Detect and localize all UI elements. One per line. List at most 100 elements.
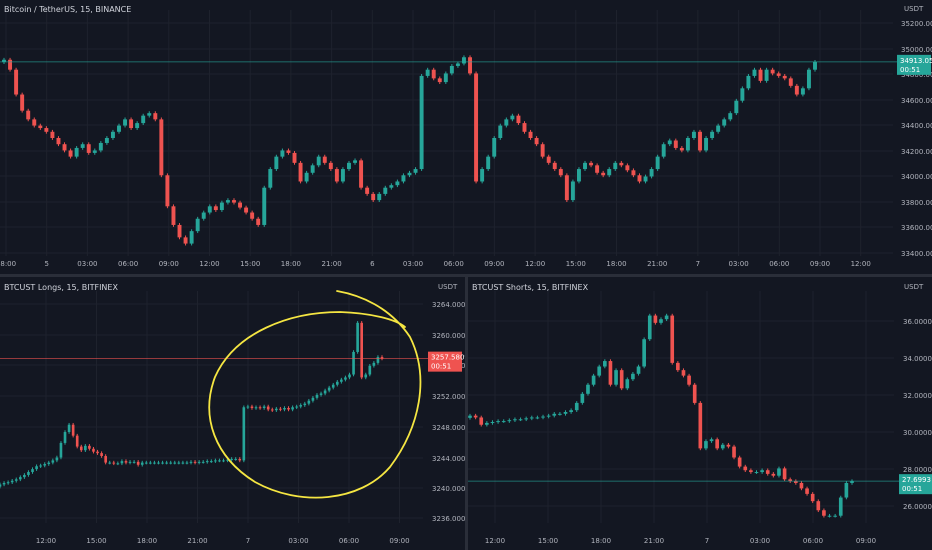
candle-body [449, 65, 454, 74]
candle-body [274, 156, 279, 170]
candle-body [498, 125, 503, 138]
candle-body [181, 462, 185, 464]
x-tick-label: 7 [705, 537, 709, 545]
candle-body [455, 63, 460, 66]
x-tick-label: 06:00 [339, 537, 359, 545]
x-tick-label: 09:00 [389, 537, 409, 545]
btcust-shorts-chart[interactable]: 36.0000 34.0000 32.0000 30.0000 28.0000 26.00… [468, 277, 932, 550]
candle-body [177, 462, 181, 464]
candle-body [165, 175, 170, 207]
candle-body [304, 172, 309, 182]
candle-body [250, 406, 254, 408]
candle-body [258, 407, 262, 409]
candle-body [331, 384, 335, 388]
candle-body [407, 172, 412, 176]
candle-body [468, 57, 472, 74]
candle-body [510, 115, 515, 120]
candle-body [74, 147, 79, 157]
candle-body [159, 119, 164, 176]
candle-body [704, 138, 709, 151]
x-tick-label: 03:00 [729, 260, 749, 268]
candle-body [14, 69, 19, 95]
candle-body [226, 459, 229, 461]
candle-body [225, 200, 230, 203]
candle-body [513, 419, 517, 421]
candle-body [552, 162, 557, 170]
candle-body [380, 357, 384, 359]
candle-body [8, 59, 13, 70]
candle-body [806, 69, 811, 89]
btcust-shorts-chart-pane[interactable]: 36.0000 34.0000 32.0000 30.0000 28.0000 26.00… [468, 277, 932, 550]
candle-body [84, 445, 87, 451]
candle-body [286, 150, 291, 153]
y-tick-label: 3244.0000 [432, 455, 465, 463]
candle-body [207, 206, 212, 213]
candle-body [209, 461, 213, 463]
candle-body [256, 218, 261, 225]
x-tick-label: 7 [696, 260, 700, 268]
candle-body [328, 162, 333, 170]
candle-body [534, 138, 539, 145]
candle-body [68, 150, 73, 157]
candle-body [92, 448, 95, 452]
candle-body [625, 165, 630, 171]
candle-body [316, 156, 321, 166]
candle-body [43, 464, 47, 466]
btcust-longs-chart[interactable]: 3264.00003260.00003256.00003252.00003248… [0, 277, 465, 550]
x-tick-label: 12:00 [485, 537, 505, 545]
candle-body [270, 409, 274, 411]
candle-body [18, 477, 22, 480]
candle-body [395, 181, 400, 186]
btc-usdt-chart[interactable]: 35200.0000 35000.0000 34800.0000 34600.0000… [0, 0, 932, 274]
candle-body [205, 461, 209, 463]
candle-body [800, 88, 805, 95]
btc-usdt-chart-pane[interactable]: 35200.0000 35000.0000 34800.0000 34600.0000… [0, 0, 932, 274]
annotation-circle [208, 290, 422, 499]
candle-body [59, 442, 63, 458]
candle-body [726, 444, 731, 447]
candle-body [108, 462, 112, 464]
candle-body [570, 181, 575, 201]
candle-body [86, 144, 91, 153]
candle-body [535, 417, 540, 419]
candle-body [23, 474, 26, 478]
y-tick-label: 35000.0000 [901, 46, 932, 54]
x-tick-label: 15:00 [240, 260, 260, 268]
candle-body [47, 462, 51, 465]
vertical-divider[interactable] [465, 277, 468, 550]
candle-body [524, 418, 529, 420]
y-tick-label: 3240.0000 [432, 485, 465, 493]
x-tick-label: 12:00 [199, 260, 219, 268]
candle-body [347, 162, 351, 170]
candle-body [754, 472, 759, 474]
candle-body [197, 461, 201, 463]
candle-body [92, 150, 97, 153]
candle-body [564, 175, 569, 201]
candle-body [776, 73, 781, 76]
candle-body [608, 361, 613, 385]
horizontal-divider[interactable] [0, 274, 932, 277]
candle-body [124, 461, 128, 463]
last-price-label: 27.6993 [902, 476, 931, 484]
candle-body [352, 351, 355, 375]
candle-body [56, 138, 61, 145]
candle-body [171, 206, 176, 225]
x-tick-label: 06:00 [118, 260, 138, 268]
y-tick-label: 3236.0000 [432, 515, 465, 523]
btcust-longs-chart-pane[interactable]: 3264.00003260.00003256.00003252.00003248… [0, 277, 465, 550]
candle-body [189, 461, 193, 463]
candle-body [810, 493, 815, 502]
x-tick-label: 12:00 [525, 260, 545, 268]
last-price-label: 34913.05 [900, 57, 932, 65]
candle-body [14, 479, 18, 481]
candle-body [161, 462, 164, 464]
candle-body [504, 119, 509, 126]
candle-body [359, 160, 364, 188]
candle-body [518, 419, 523, 421]
candle-body [516, 115, 521, 124]
candle-body [799, 482, 804, 489]
candle-body [38, 125, 43, 129]
candle-body [67, 424, 71, 433]
candle-body [740, 88, 745, 101]
candle-body [552, 413, 557, 416]
